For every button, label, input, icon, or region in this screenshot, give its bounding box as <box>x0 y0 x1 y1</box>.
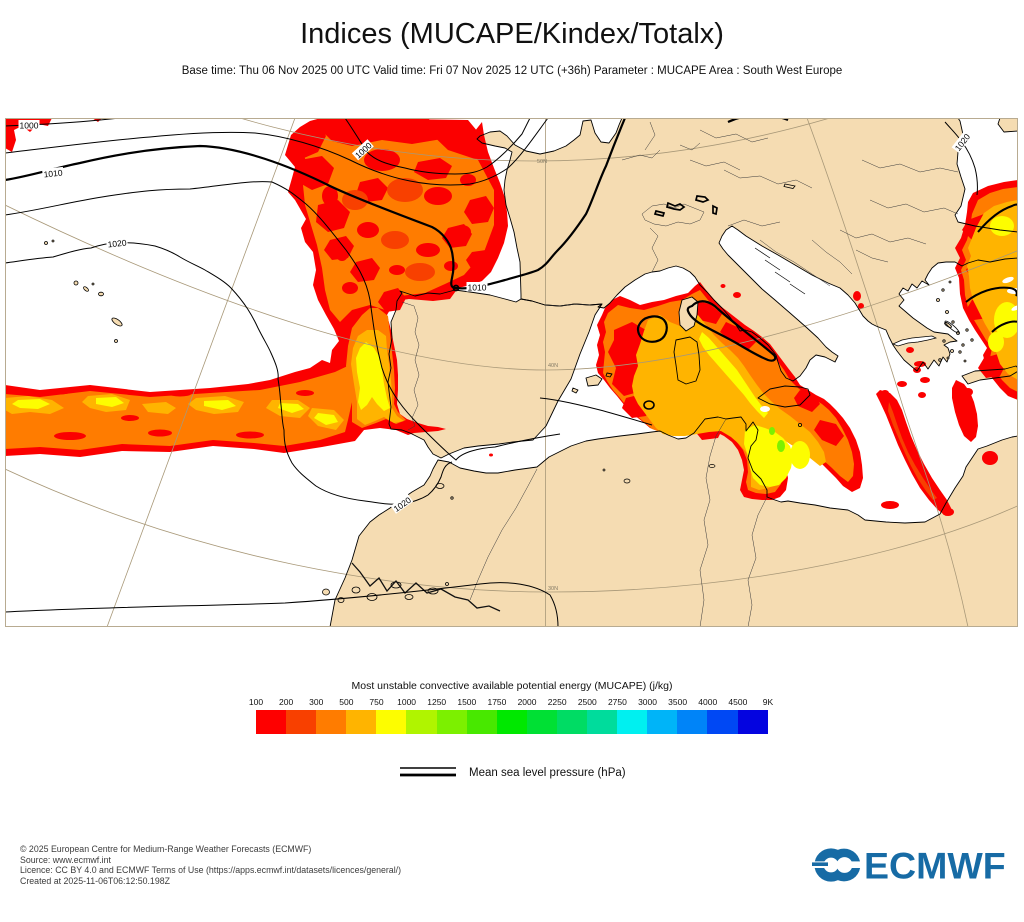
svg-text:40N: 40N <box>548 363 558 369</box>
svg-text:1010: 1010 <box>43 168 63 180</box>
svg-text:50N: 50N <box>537 159 547 165</box>
svg-text:1010: 1010 <box>468 283 487 293</box>
svg-text:1020: 1020 <box>107 238 127 250</box>
svg-text:1000: 1000 <box>20 121 39 131</box>
svg-text:ECMWF: ECMWF <box>864 845 1006 887</box>
svg-text:30N: 30N <box>548 586 558 592</box>
